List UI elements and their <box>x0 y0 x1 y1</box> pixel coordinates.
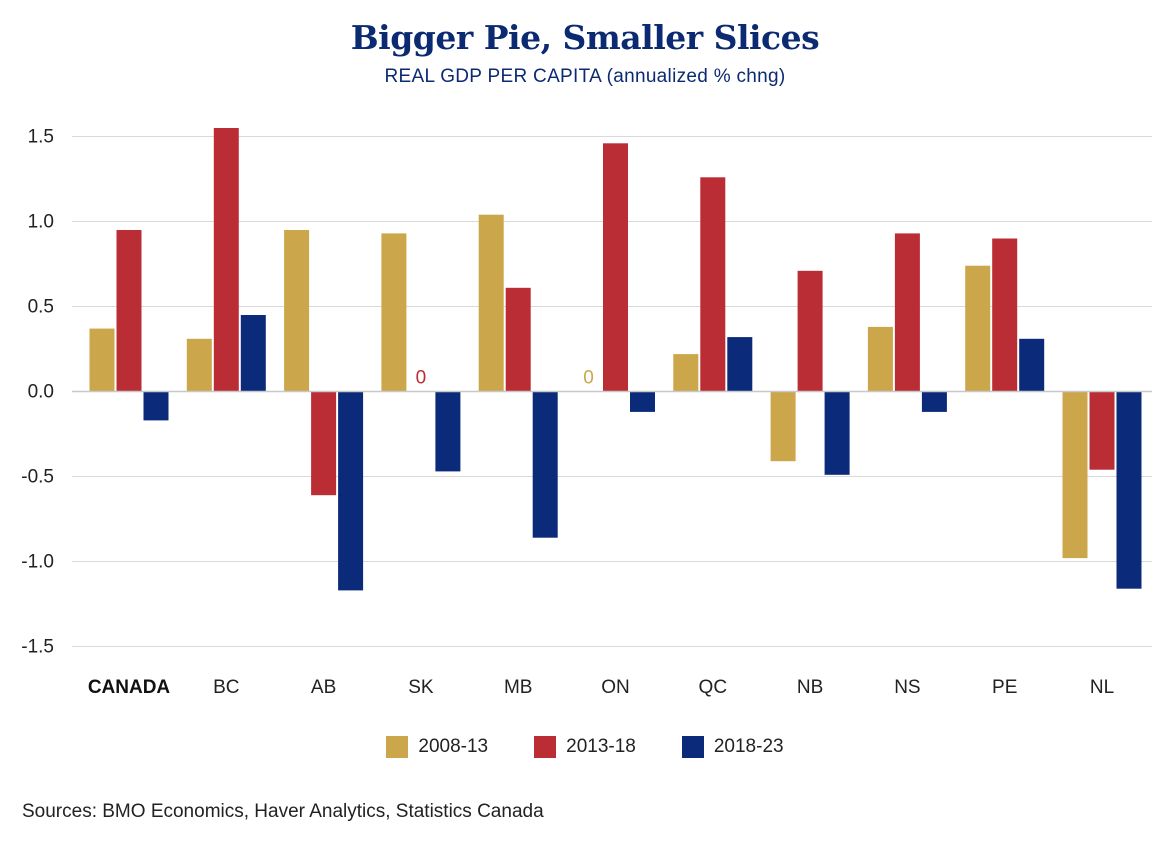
bar-nl-2018-23 <box>1116 391 1142 589</box>
bar-mb-2008-13 <box>478 214 504 392</box>
bar-pe-2018-23 <box>1019 338 1045 392</box>
bar-pe-2008-13 <box>965 265 991 392</box>
bar-nb-2008-13 <box>770 391 796 462</box>
x-tick-label: CANADA <box>88 677 171 698</box>
x-tick-label: NB <box>797 677 823 698</box>
legend-label-2018-23: 2018-23 <box>713 736 784 757</box>
bar-bc-2008-13 <box>186 338 212 392</box>
legend: 2008-13 2013-18 2018-23 <box>0 736 1170 758</box>
legend-swatch-2013-18 <box>534 736 557 758</box>
x-tick-label: NL <box>1090 677 1114 698</box>
bar-bc-2018-23 <box>240 315 266 392</box>
bar-nl-2013-18 <box>1089 391 1115 470</box>
x-tick-label: BC <box>213 677 239 698</box>
bar-ns-2018-23 <box>921 391 947 412</box>
bar-qc-2008-13 <box>673 354 699 392</box>
zero-data-label: 0 <box>583 368 594 389</box>
legend-swatch-2018-23 <box>681 736 704 758</box>
legend-item-2013-18: 2013-18 <box>534 736 636 758</box>
bar-sk-2008-13 <box>381 233 407 392</box>
y-tick-label: -1.0 <box>21 552 54 573</box>
bar-canada-2018-23 <box>143 391 169 421</box>
y-tick-label: -0.5 <box>21 467 54 488</box>
bar-qc-2013-18 <box>700 177 726 392</box>
x-tick-label: SK <box>408 677 434 698</box>
x-tick-label: AB <box>311 677 336 698</box>
x-tick-label: NS <box>894 677 920 698</box>
x-tick-label: MB <box>504 677 533 698</box>
bar-ab-2008-13 <box>284 230 310 392</box>
y-tick-label: 1.5 <box>28 127 54 148</box>
legend-swatch-2008-13 <box>386 736 409 758</box>
bar-bc-2013-18 <box>213 128 239 392</box>
zero-data-label: 0 <box>416 368 427 389</box>
bar-canada-2008-13 <box>89 328 115 392</box>
bar-ns-2013-18 <box>894 233 920 392</box>
bar-nl-2008-13 <box>1062 391 1088 559</box>
bar-ab-2018-23 <box>338 391 364 591</box>
chart-subtitle: REAL GDP PER CAPITA (annualized % chng) <box>384 66 786 87</box>
bar-mb-2018-23 <box>532 391 558 538</box>
bar-ns-2008-13 <box>867 326 893 392</box>
legend-item-2018-23: 2018-23 <box>681 736 784 758</box>
bar-on-2018-23 <box>630 391 655 412</box>
bar-mb-2013-18 <box>505 287 531 392</box>
legend-label-2008-13: 2008-13 <box>418 736 489 757</box>
bar-nb-2018-23 <box>824 391 850 475</box>
bar-canada-2013-18 <box>116 230 142 392</box>
source-note: Sources: BMO Economics, Haver Analytics,… <box>22 801 544 822</box>
x-tick-label: QC <box>699 677 728 698</box>
bar-ab-2013-18 <box>311 391 337 496</box>
y-tick-label: 0.0 <box>28 382 54 403</box>
bar-sk-2018-23 <box>435 391 461 472</box>
y-tick-label: -1.5 <box>21 637 54 658</box>
bar-qc-2018-23 <box>727 337 753 392</box>
y-tick-label: 0.5 <box>28 297 54 318</box>
x-tick-label: PE <box>992 677 1017 698</box>
bar-nb-2013-18 <box>797 270 823 392</box>
legend-label-2013-18: 2013-18 <box>566 736 636 757</box>
bar-pe-2013-18 <box>992 238 1018 392</box>
bar-on-2013-18 <box>603 143 628 392</box>
chart-title: Bigger Pie, Smaller Slices <box>350 18 820 57</box>
x-tick-label: ON <box>601 677 630 698</box>
y-tick-label: 1.0 <box>28 212 54 233</box>
legend-item-2008-13: 2008-13 <box>386 736 488 758</box>
